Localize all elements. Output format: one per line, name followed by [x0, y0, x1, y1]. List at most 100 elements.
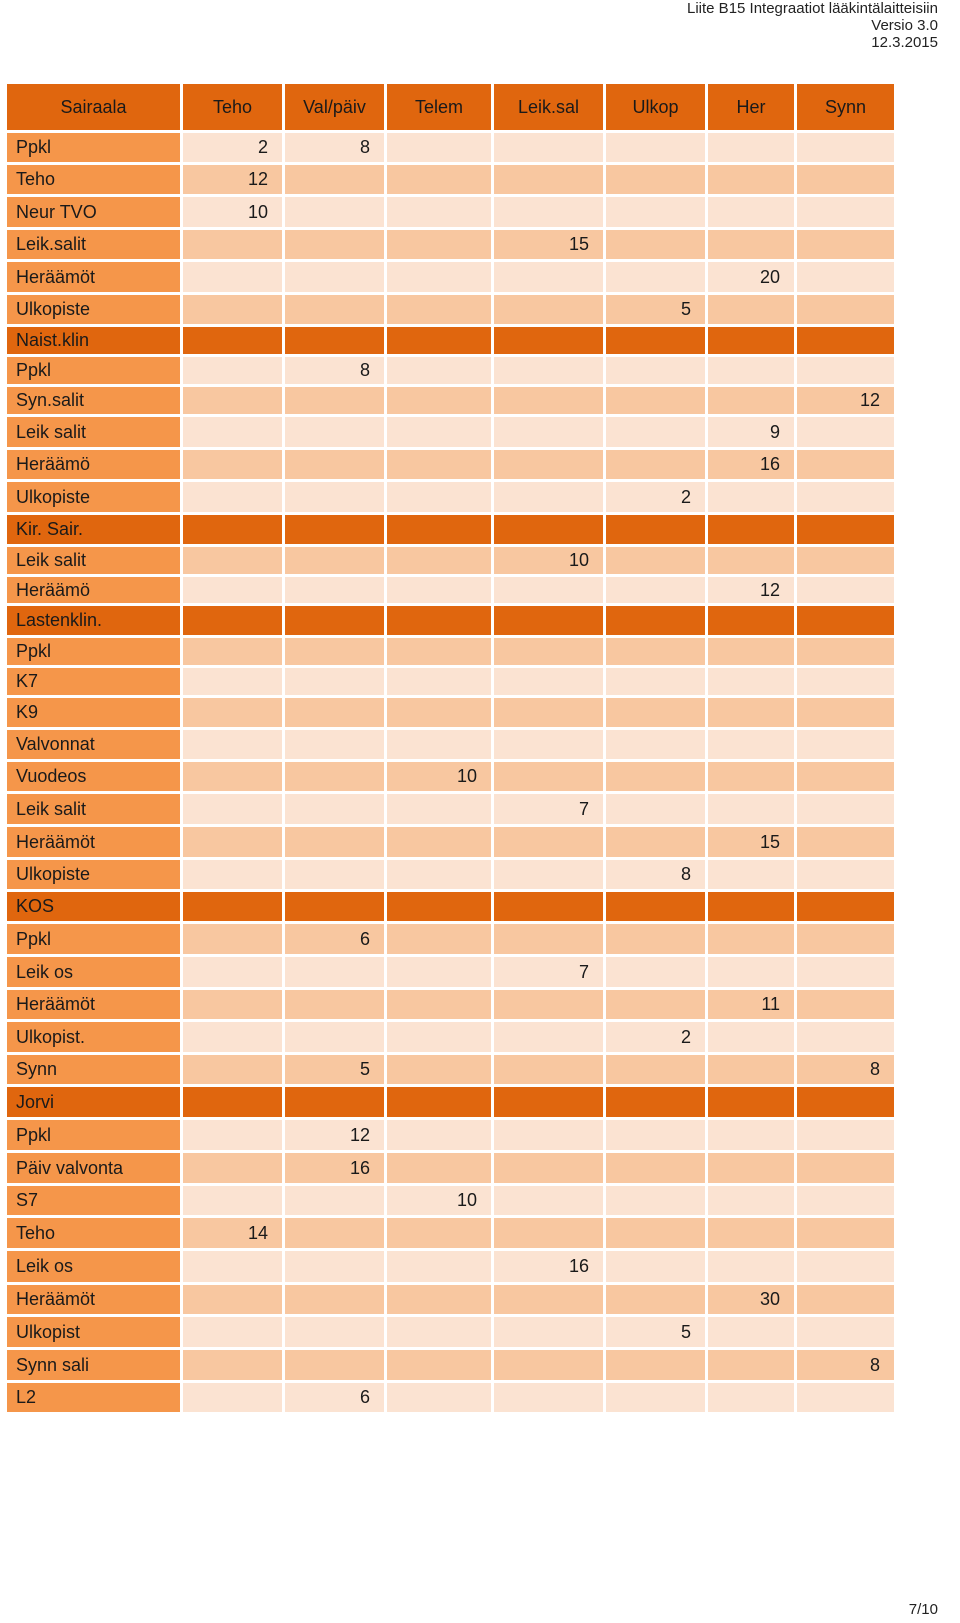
value-cell: 8 — [603, 857, 708, 892]
value-cell — [491, 987, 606, 1022]
value-cell: 8 — [282, 354, 387, 387]
row-label: Leik os — [4, 954, 183, 990]
value-cell — [282, 1347, 387, 1383]
value-cell — [180, 1282, 285, 1317]
value-cell — [491, 1183, 606, 1218]
value-cell — [491, 384, 606, 417]
value-cell — [282, 194, 387, 230]
column-header: Her — [705, 81, 797, 133]
value-cell — [180, 1117, 285, 1153]
value-cell — [180, 414, 285, 450]
value-cell: 30 — [705, 1282, 797, 1317]
value-cell — [491, 414, 606, 450]
value-cell — [282, 574, 387, 606]
value-cell — [603, 130, 708, 165]
document-header: Liite B15 Integraatiot lääkintälaitteisi… — [687, 0, 938, 51]
value-cell — [705, 1347, 797, 1383]
value-cell — [603, 194, 708, 230]
value-cell — [794, 857, 897, 892]
value-cell — [384, 1248, 494, 1285]
value-cell — [384, 544, 494, 577]
column-header: Val/päiv — [282, 81, 387, 133]
value-cell — [282, 292, 387, 327]
value-cell — [705, 1314, 797, 1350]
value-cell — [384, 1215, 494, 1251]
value-cell — [180, 354, 285, 387]
value-cell — [491, 1117, 606, 1153]
value-cell — [491, 1215, 606, 1251]
table-row: Leik.salit 15 — [4, 227, 897, 262]
value-cell — [384, 1052, 494, 1087]
value-cell — [180, 384, 285, 417]
value-cell — [282, 544, 387, 577]
table-row: Leik os 16 — [4, 1248, 897, 1285]
value-cell — [384, 227, 494, 262]
value-cell — [282, 665, 387, 698]
column-header: Sairaala — [4, 81, 183, 133]
value-cell: 7 — [491, 791, 606, 827]
value-cell — [384, 1117, 494, 1153]
value-cell — [282, 954, 387, 990]
table-row: Heräämöt 11 — [4, 987, 897, 1022]
value-cell — [603, 354, 708, 387]
value-cell — [705, 603, 797, 638]
value-cell: 20 — [705, 259, 797, 295]
value-cell — [282, 857, 387, 892]
value-cell: 9 — [705, 414, 797, 450]
row-label: Ulkopiste — [4, 857, 183, 892]
document-title: Liite B15 Integraatiot lääkintälaitteisi… — [687, 0, 938, 17]
integration-table: Sairaala Teho Val/päiv Telem Leik.sal Ulkop He… — [4, 81, 897, 1415]
value-cell — [384, 791, 494, 827]
section-row: Jorvi — [4, 1084, 897, 1120]
value-cell — [384, 259, 494, 295]
value-cell — [705, 324, 797, 357]
value-cell — [282, 695, 387, 730]
value-cell — [491, 824, 606, 860]
value-cell — [794, 1084, 897, 1120]
value-cell — [705, 791, 797, 827]
value-cell — [603, 259, 708, 295]
value-cell — [705, 857, 797, 892]
value-cell — [491, 857, 606, 892]
value-cell — [282, 1248, 387, 1285]
value-cell — [491, 512, 606, 547]
value-cell — [603, 1215, 708, 1251]
value-cell — [180, 447, 285, 482]
value-cell — [705, 1084, 797, 1120]
value-cell — [384, 1150, 494, 1186]
value-cell — [282, 791, 387, 827]
row-label: Leik salit — [4, 544, 183, 577]
value-cell — [384, 1084, 494, 1120]
row-label: L2 — [4, 1380, 183, 1415]
value-cell — [603, 889, 708, 924]
value-cell — [705, 727, 797, 762]
value-cell — [384, 194, 494, 230]
row-label: Ppkl — [4, 635, 183, 668]
value-cell — [384, 889, 494, 924]
value-cell — [282, 1084, 387, 1120]
table-row: Heräämöt 20 — [4, 259, 897, 295]
value-cell — [180, 727, 285, 762]
table-row: Heräämö 12 — [4, 574, 897, 606]
value-cell — [180, 1084, 285, 1120]
value-cell — [282, 162, 387, 197]
value-cell — [603, 824, 708, 860]
value-cell — [603, 1052, 708, 1087]
value-cell — [491, 292, 606, 327]
value-cell — [384, 1380, 494, 1415]
value-cell — [282, 414, 387, 450]
value-cell — [794, 889, 897, 924]
value-cell — [384, 354, 494, 387]
value-cell: 10 — [384, 759, 494, 794]
value-cell — [491, 635, 606, 668]
section-row: Kir. Sair. — [4, 512, 897, 547]
value-cell — [491, 759, 606, 794]
table-row: L2 6 — [4, 1380, 897, 1415]
value-cell: 6 — [282, 921, 387, 957]
value-cell — [384, 162, 494, 197]
value-cell — [384, 921, 494, 957]
value-cell — [794, 759, 897, 794]
row-label: S7 — [4, 1183, 183, 1218]
value-cell: 5 — [603, 292, 708, 327]
value-cell — [282, 479, 387, 515]
